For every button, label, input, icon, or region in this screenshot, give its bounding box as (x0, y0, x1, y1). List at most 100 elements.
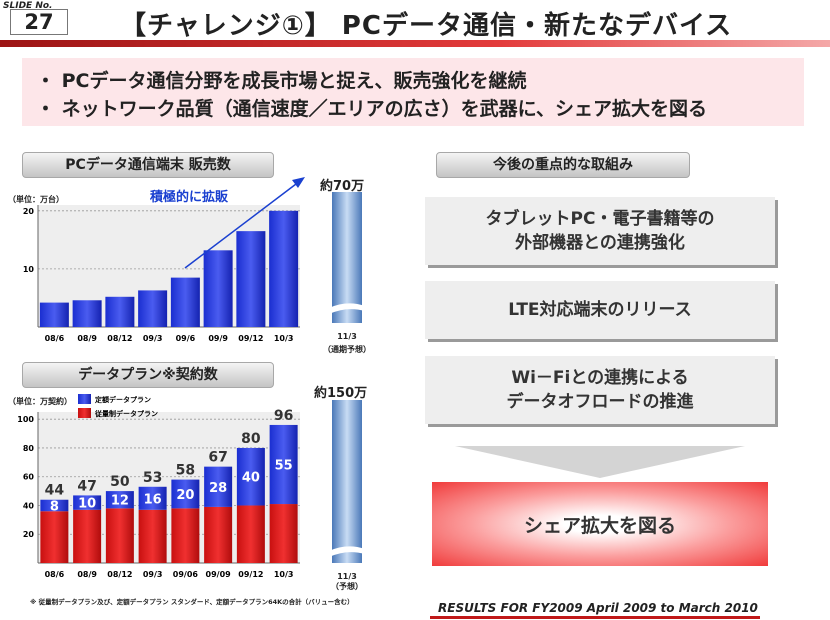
chart2-bar-flat (236, 447, 265, 506)
chart2-x-label: 10/3 (274, 570, 294, 579)
chart1-bar (105, 296, 135, 327)
chart1-projection-bar (332, 192, 362, 323)
chart2-total-label: 96 (274, 408, 293, 424)
chart1-y-tick: 20 (23, 207, 35, 216)
chart1-x-label: 09/3 (143, 334, 163, 343)
chart2-flat-value-label: 10 (78, 497, 96, 512)
chart1-x-label: 08/6 (45, 334, 65, 343)
chart1-y-tick: 10 (23, 265, 35, 274)
chart2-y-tick: 80 (23, 444, 35, 453)
chart1-annotation: 積極的に拡販 (149, 189, 229, 205)
result-box: シェア拡大を図る (432, 482, 768, 566)
initiatives-title: 今後の重点的な取組み (436, 152, 690, 178)
chart2-legend-metered-swatch (78, 408, 91, 418)
chart2-x-label: 08/9 (77, 570, 97, 579)
chart2-bar-flat (73, 495, 102, 510)
slide-number: 27 (10, 9, 68, 35)
summary-bullet-2: ・ ネットワーク品質（通信速度／エリアの広さ）を武器に、シェア拡大を図る (36, 98, 708, 120)
chart1-projection-break (329, 303, 365, 314)
chart2-x-label: 09/3 (143, 570, 163, 579)
chart1-bar (39, 302, 69, 327)
chart2-total-label: 53 (143, 470, 162, 486)
chart2-legend-metered-label: 従量制データプラン (94, 409, 158, 418)
chart2-bar-flat (204, 466, 233, 507)
title-rule (0, 40, 830, 47)
down-arrow-icon (455, 446, 745, 478)
chart2-y-tick: 100 (17, 415, 34, 424)
chart2-bar-metered (138, 509, 167, 563)
chart1-bar (203, 250, 233, 327)
chart2-projection-break (329, 546, 365, 557)
chart1-projection-category: 11/3 (337, 332, 357, 341)
chart2-bar-metered (236, 505, 265, 563)
chart2-bar-flat (40, 499, 69, 512)
chart2-total-label: 44 (45, 483, 65, 499)
chart2-bar-flat (138, 486, 167, 510)
chart2-bar-metered (171, 508, 200, 563)
chart1-bar (269, 210, 299, 327)
chart2-flat-value-label: 40 (242, 471, 260, 486)
chart1-projection-label: 約70万 (320, 179, 365, 194)
chart1-x-label: 08/9 (77, 334, 97, 343)
chart2-projection-bar (332, 400, 362, 563)
chart2-projection-note: （予想） (331, 582, 363, 591)
chart2-projection-category: 11/3 (337, 572, 357, 581)
chart2-legend-flat-swatch (78, 394, 91, 404)
chart1-x-label: 08/12 (107, 334, 132, 343)
results-caption: RESULTS FOR FY2009 April 2009 to March 2… (438, 601, 758, 615)
chart2-total-label: 80 (241, 431, 261, 447)
chart2-bar-metered (73, 509, 102, 563)
chart1-title: PCデータ通信端末 販売数 (22, 152, 274, 178)
chart2-bar-metered (269, 504, 298, 563)
chart1-bar (236, 231, 266, 327)
chart1-projection-note: （通期予想） (323, 345, 371, 354)
chart2-flat-value-label: 55 (275, 458, 293, 473)
chart2-bar-metered (40, 511, 69, 563)
chart2-total-label: 50 (110, 474, 130, 490)
chart2-x-label: 09/06 (173, 570, 199, 579)
chart2-flat-value-label: 28 (209, 481, 227, 496)
chart2-flat-value-label: 20 (176, 488, 194, 503)
chart2-flat-value-label: 16 (144, 492, 162, 507)
chart2-x-label: 09/12 (238, 570, 263, 579)
page-title: 【チャレンジ①】 PCデータ通信・新たなデバイス (120, 11, 733, 41)
chart2-total-label: 47 (77, 478, 96, 494)
chart1-x-label: 09/12 (238, 334, 263, 343)
chart2-plot-area (38, 412, 300, 563)
chart2-y-tick: 40 (23, 501, 35, 510)
chart2-x-label: 08/6 (45, 570, 65, 579)
chart1-bar (170, 277, 200, 327)
chart1-x-label: 10/3 (274, 334, 294, 343)
chart2-projection-label: 約150万 (314, 386, 368, 401)
chart2-bar-flat (105, 491, 134, 509)
initiative-item-1: タブレットPC・電子書籍等の 外部機器との連携強化 (425, 197, 775, 265)
chart1-x-label: 09/6 (176, 334, 196, 343)
chart1-trend-arrow-line (184, 180, 301, 269)
chart2-unit: （単位：万契約） (8, 397, 72, 406)
summary-box: ・ PCデータ通信分野を成長市場と捉え、販売強化を継続 ・ ネットワーク品質（通… (22, 58, 804, 126)
chart2-flat-value-label: 12 (111, 494, 129, 509)
chart1-unit: （単位：万台） (8, 195, 64, 204)
chart1-bar (138, 290, 168, 327)
chart2-y-tick: 60 (23, 473, 35, 482)
chart2-y-tick: 20 (23, 530, 35, 539)
chart2-bar-metered (204, 506, 233, 563)
chart2-title: データプラン※契約数 (22, 362, 274, 388)
chart2-legend-flat-label: 定額データプラン (95, 395, 151, 404)
slide-number-label: SLIDE No. (3, 1, 53, 11)
initiative-item-2: LTE対応端末のリリース (425, 281, 775, 339)
chart2-x-label: 08/12 (107, 570, 132, 579)
chart2-bar-metered (105, 508, 134, 563)
chart2-total-label: 58 (176, 463, 195, 479)
chart2-x-label: 09/09 (206, 570, 232, 579)
chart2-total-label: 67 (208, 450, 227, 466)
summary-bullet-1: ・ PCデータ通信分野を成長市場と捉え、販売強化を継続 (36, 70, 527, 92)
chart1-bar (72, 300, 102, 327)
results-underline (430, 616, 760, 619)
chart1-trend-arrowhead-icon (292, 177, 305, 188)
chart2-bar-flat (171, 479, 200, 509)
result-text: シェア拡大を図る (523, 514, 676, 537)
chart1-plot-area (38, 205, 300, 327)
chart1-x-label: 09/9 (208, 334, 228, 343)
footnote: ※ 従量制データプラン及び、定額データプラン スタンダード、定額データプラン64… (30, 598, 354, 606)
